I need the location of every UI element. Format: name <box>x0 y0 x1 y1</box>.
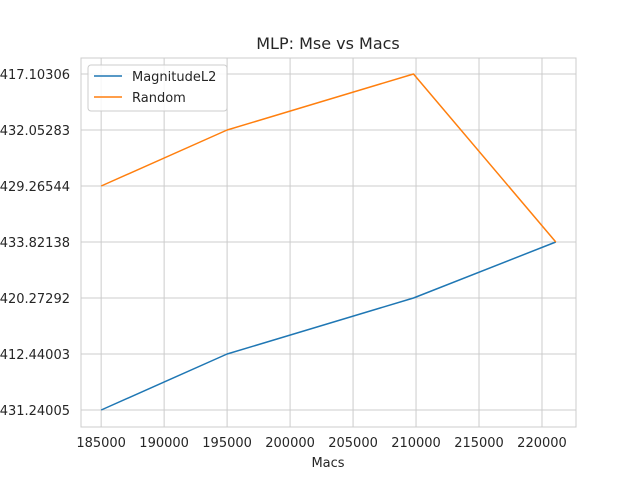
x-tick-label: 190000 <box>139 436 189 451</box>
x-tick-label: 215000 <box>454 436 504 451</box>
x-tick-label: 185000 <box>76 436 126 451</box>
y-tick-label: 417.10306 <box>0 68 70 83</box>
x-tick-label: 210000 <box>391 436 441 451</box>
y-gridlines <box>81 73 576 411</box>
series-line-magnitudel2 <box>100 241 557 411</box>
x-tick-label: 205000 <box>328 436 378 451</box>
series-line-random <box>100 73 557 243</box>
legend-box <box>87 64 228 112</box>
y-tick-label: 431.24005 <box>0 404 70 419</box>
y-tick-labels: 431.24005 412.44003 420.27292 433.82138 429.… <box>0 68 70 419</box>
y-tick-label: 420.27292 <box>0 292 70 307</box>
x-tick-label: 200000 <box>265 436 315 451</box>
chart-title: MLP: Mse vs Macs <box>256 34 400 53</box>
x-tick-label: 220000 <box>517 436 567 451</box>
series-lines <box>100 73 557 411</box>
y-tick-label: 432.05283 <box>0 124 70 139</box>
y-tick-label: 433.82138 <box>0 236 70 251</box>
x-axis-label: Macs <box>311 456 344 471</box>
legend-entry: MagnitudeL2 <box>132 70 216 85</box>
y-tick-label: 412.44003 <box>0 348 70 363</box>
legend-entry: Random <box>132 91 186 106</box>
x-tick-label: 195000 <box>202 436 252 451</box>
legend: MagnitudeL2 Random <box>87 64 228 112</box>
y-tick-label: 429.26544 <box>0 180 70 195</box>
x-tick-labels: 185000 190000 195000 200000 205000 210000 2150… <box>76 436 566 451</box>
